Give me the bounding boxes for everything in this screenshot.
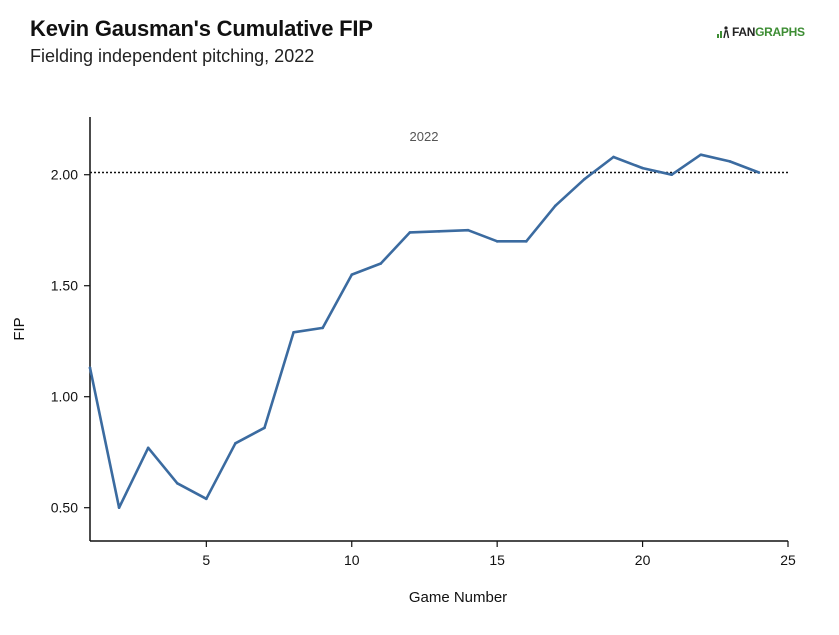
y-tick-label: 0.50	[51, 500, 78, 516]
y-axis-label: FIP	[11, 317, 28, 340]
series-points	[88, 153, 761, 510]
data-point	[321, 326, 324, 330]
data-point	[175, 481, 179, 485]
x-tick-label: 15	[489, 552, 505, 568]
y-tick-label: 1.00	[51, 389, 78, 405]
y-tick-label: 2.00	[51, 167, 78, 183]
logo-text-fan: FAN	[732, 25, 756, 39]
data-point	[466, 228, 470, 232]
data-point	[437, 230, 441, 233]
logo-text-graphs: GRAPHS	[755, 25, 805, 39]
x-axis-label: Game Number	[409, 589, 507, 606]
chart-title: Kevin Gausman's Cumulative FIP	[30, 16, 373, 41]
chart-subtitle: Fielding independent pitching, 2022	[30, 46, 315, 66]
data-point	[292, 331, 295, 334]
x-ticks: 5 10 15 20 25	[202, 541, 796, 568]
data-point	[88, 366, 92, 370]
x-tick-label: 25	[780, 552, 796, 568]
data-point	[612, 155, 615, 159]
data-point	[117, 506, 121, 510]
x-tick-label: 5	[202, 552, 210, 568]
x-tick-label: 20	[635, 552, 651, 568]
fangraphs-logo-icon	[717, 26, 730, 39]
fangraphs-logo[interactable]: FAN GRAPHS	[716, 25, 805, 39]
data-point	[699, 153, 703, 157]
data-point	[263, 426, 266, 430]
data-point	[350, 273, 354, 276]
y-tick-label: 1.50	[51, 278, 78, 294]
series-line-fip	[88, 153, 761, 509]
data-point	[146, 446, 150, 450]
data-point	[408, 231, 412, 234]
data-point	[641, 166, 644, 170]
data-point	[495, 240, 499, 243]
data-point	[554, 204, 557, 208]
data-point	[670, 173, 673, 177]
data-point	[524, 240, 528, 243]
data-point	[583, 177, 586, 181]
x-tick-label: 10	[344, 552, 360, 568]
data-point	[205, 497, 208, 501]
data-point	[379, 262, 383, 265]
reference-line-label: 2022	[410, 129, 439, 144]
data-point	[234, 442, 237, 445]
y-ticks: 0.50 1.00 1.50 2.00	[51, 167, 90, 516]
data-point	[728, 160, 732, 163]
data-point	[757, 171, 761, 174]
